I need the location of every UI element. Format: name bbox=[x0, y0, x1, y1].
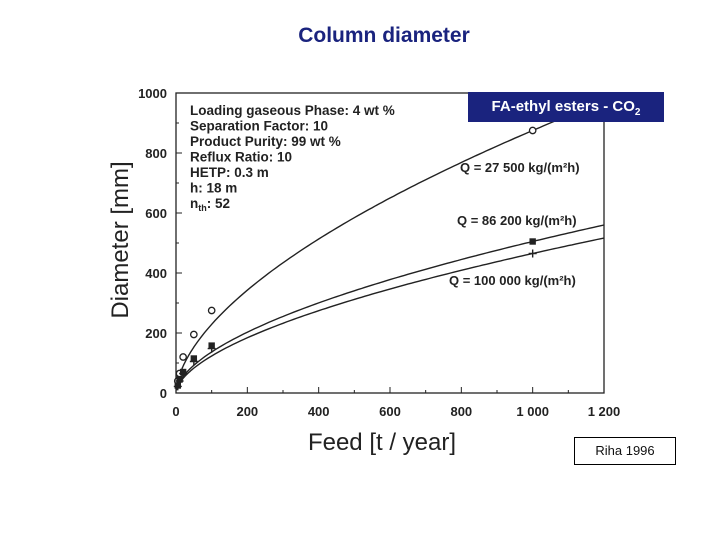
condition-line: Separation Factor: 10 bbox=[190, 119, 328, 134]
x-tick-label: 800 bbox=[450, 404, 472, 419]
condition-line: HETP: 0.3 m bbox=[190, 165, 269, 180]
condition-line: Product Purity: 99 wt % bbox=[190, 134, 341, 149]
condition-line: nth: 52 bbox=[190, 196, 230, 213]
condition-line: h: 18 m bbox=[190, 181, 237, 196]
condition-line: Loading gaseous Phase: 4 wt % bbox=[190, 103, 395, 118]
data-point-plus bbox=[173, 382, 182, 391]
series-labels: Q = 27 500 kg/(m²h) Q = 86 200 kg/(m²h) Q … bbox=[449, 160, 580, 288]
y-axis-label: Diameter [mm] bbox=[107, 161, 134, 318]
data-point-plus bbox=[207, 344, 216, 353]
series-markers bbox=[173, 126, 537, 391]
x-tick-label: 600 bbox=[379, 404, 401, 419]
series-curve bbox=[175, 237, 605, 391]
n-symbol: n bbox=[190, 196, 198, 211]
data-point-plus bbox=[528, 249, 537, 258]
series-label: Q = 86 200 kg/(m²h) bbox=[457, 213, 577, 228]
series-curve bbox=[175, 100, 605, 389]
substance-tag-text: FA-ethyl esters - CO bbox=[491, 98, 635, 115]
substance-tag: FA-ethyl esters - CO2 bbox=[468, 92, 664, 122]
data-point-plus bbox=[189, 357, 198, 366]
x-tick-label: 1 000 bbox=[516, 404, 549, 419]
x-tick-label: 400 bbox=[308, 404, 330, 419]
y-tick-label: 1000 bbox=[138, 86, 167, 101]
conditions-list: Loading gaseous Phase: 4 wt %Separation … bbox=[190, 103, 395, 213]
y-tick-label: 800 bbox=[145, 146, 167, 161]
source-reference: Riha 1996 bbox=[574, 437, 676, 465]
data-point-square bbox=[529, 238, 536, 245]
slide-title: Column diameter bbox=[298, 24, 470, 47]
series-curve bbox=[175, 224, 605, 391]
n-value: : 52 bbox=[207, 196, 230, 211]
y-tick-label: 200 bbox=[145, 326, 167, 341]
y-tick-label: 400 bbox=[145, 266, 167, 281]
condition-line: Reflux Ratio: 10 bbox=[190, 150, 292, 165]
data-point-plus bbox=[175, 377, 184, 385]
th-subscript: th bbox=[198, 203, 207, 213]
data-point-circle bbox=[189, 330, 198, 339]
data-point-circle bbox=[179, 353, 187, 361]
x-tick-label: 0 bbox=[172, 404, 179, 419]
series-label: Q = 27 500 kg/(m²h) bbox=[460, 160, 580, 175]
substance-tag-subscript: 2 bbox=[634, 107, 641, 118]
y-tick-label: 600 bbox=[145, 206, 167, 221]
series-label: Q = 100 000 kg/(m²h) bbox=[449, 273, 576, 288]
data-point-circle bbox=[528, 126, 537, 135]
x-tick-label: 200 bbox=[236, 404, 258, 419]
y-tick-label: 0 bbox=[160, 386, 167, 401]
data-point-circle bbox=[207, 306, 216, 315]
data-point-plus bbox=[179, 369, 188, 378]
x-tick-label: 1 200 bbox=[588, 404, 621, 419]
x-axis-label: Feed [t / year] bbox=[308, 429, 456, 456]
